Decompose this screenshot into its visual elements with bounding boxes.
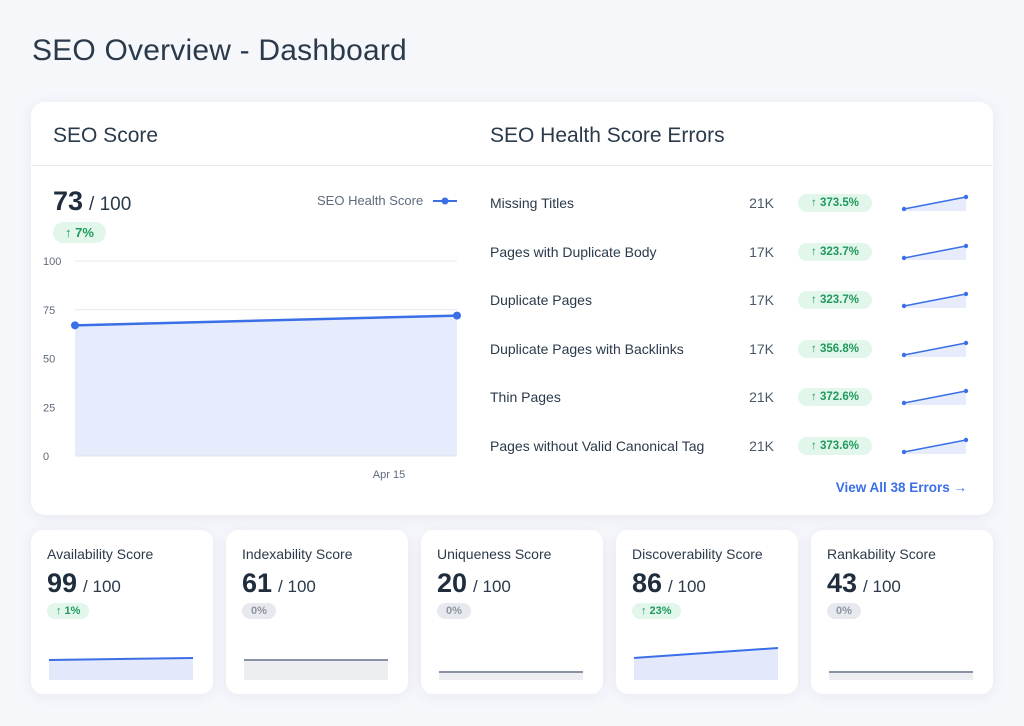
error-row[interactable]: Pages without Valid Canonical Tag 21K ↑ 37… <box>490 436 970 456</box>
score-number: 73 <box>53 186 84 216</box>
page-title: SEO Overview - Dashboard <box>32 34 407 67</box>
error-change-badge: ↑ 323.7% <box>798 291 872 309</box>
error-name: Duplicate Pages <box>490 292 592 308</box>
score-card-change-badge: 0% <box>242 603 276 619</box>
score-card-max: / 100 <box>83 577 121 596</box>
trend-area <box>244 660 388 680</box>
trend-area <box>49 658 193 680</box>
x-tick-label: Apr 15 <box>373 469 405 481</box>
trend-area <box>439 672 583 680</box>
score-card-number: 61 <box>242 568 273 598</box>
chart-legend: SEO Health Score <box>317 193 458 208</box>
score-card-value: 99 / 100 <box>47 568 121 599</box>
score-card-trend-chart <box>244 659 388 680</box>
score-card-value: 86 / 100 <box>632 568 706 599</box>
trend-line <box>49 657 193 661</box>
error-sparkline <box>901 194 969 212</box>
y-tick-label: 100 <box>43 256 61 268</box>
seo-score-title: SEO Score <box>53 124 159 147</box>
series-line <box>74 314 458 327</box>
error-sparkline <box>901 243 969 260</box>
error-count: 21K <box>749 195 774 211</box>
score-card-trend-chart <box>829 671 973 680</box>
score-card[interactable]: Indexability Score 61 / 100 0% <box>226 530 408 694</box>
error-count: 21K <box>749 437 774 454</box>
error-count: 21K <box>749 389 774 405</box>
error-count: 17K <box>749 292 774 308</box>
score-card-trend-chart <box>634 647 778 680</box>
error-row[interactable]: Missing Titles 21K ↑ 373.5% <box>490 193 970 213</box>
error-row[interactable]: Duplicate Pages with Backlinks 17K ↑ 356.8… <box>490 339 970 359</box>
score-card-label: Uniqueness Score <box>437 546 552 562</box>
score-card-label: Availability Score <box>47 546 154 562</box>
error-name: Thin Pages <box>490 389 561 405</box>
score-card-label: Discoverability Score <box>632 546 763 562</box>
error-sparkline <box>901 291 969 309</box>
score-card-number: 20 <box>437 568 468 598</box>
score-card-value: 20 / 100 <box>437 568 511 599</box>
error-change-badge: ↑ 323.7% <box>798 242 872 261</box>
score-change-badge: ↑ 7% <box>53 222 106 243</box>
score-card-value: 61 / 100 <box>242 568 316 599</box>
score-card-value: 43 / 100 <box>827 568 901 599</box>
error-name: Duplicate Pages with Backlinks <box>490 340 684 357</box>
score-max: / 100 <box>89 194 132 215</box>
score-card-number: 99 <box>47 568 78 598</box>
error-change-badge: ↑ 372.6% <box>798 388 872 406</box>
score-card-max: / 100 <box>278 577 316 596</box>
error-sparkline <box>901 437 969 454</box>
error-row[interactable]: Thin Pages 21K ↑ 372.6% <box>490 387 970 407</box>
error-name: Pages with Duplicate Body <box>490 243 657 260</box>
trend-line <box>634 647 778 659</box>
error-change-badge: ↑ 373.5% <box>798 194 872 212</box>
errors-title: SEO Health Score Errors <box>490 124 725 147</box>
error-sparkline <box>901 388 969 406</box>
seo-score-chart: 100 75 50 25 0 Apr 15 <box>43 256 461 481</box>
score-card[interactable]: Availability Score 99 / 100 ↑ 1% <box>31 530 213 694</box>
score-card-max: / 100 <box>668 577 706 596</box>
score-card[interactable]: Rankability Score 43 / 100 0% <box>811 530 993 694</box>
y-tick-label: 25 <box>43 402 55 414</box>
series-area <box>75 315 457 456</box>
score-card[interactable]: Discoverability Score 86 / 100 ↑ 23% <box>616 530 798 694</box>
trend-area <box>829 672 973 680</box>
score-card-trend-chart <box>439 671 583 680</box>
score-card-max: / 100 <box>863 577 901 596</box>
error-change-badge: ↑ 356.8% <box>798 339 872 358</box>
data-point[interactable] <box>453 311 461 320</box>
score-card-number: 86 <box>632 568 663 598</box>
error-row[interactable]: Pages with Duplicate Body 17K ↑ 323.7% <box>490 242 970 262</box>
error-sparkline <box>901 340 969 357</box>
seo-score-value: 73 / 100 <box>53 186 131 217</box>
score-card[interactable]: Uniqueness Score 20 / 100 0% <box>421 530 603 694</box>
score-card-trend-chart <box>49 657 193 680</box>
score-card-change-badge: 0% <box>437 603 471 619</box>
seo-overview-card: SEO Score SEO Health Score Errors 73 / 1… <box>31 102 993 515</box>
legend-line-icon <box>433 197 458 204</box>
score-card-label: Indexability Score <box>242 546 353 562</box>
y-tick-label: 0 <box>43 451 49 463</box>
y-tick-label: 50 <box>43 354 55 366</box>
legend-label: SEO Health Score <box>317 193 424 208</box>
error-name: Pages without Valid Canonical Tag <box>490 437 705 454</box>
header-divider <box>31 165 993 166</box>
error-name: Missing Titles <box>490 195 575 211</box>
score-card-max: / 100 <box>473 577 511 596</box>
score-card-number: 43 <box>827 568 858 598</box>
view-all-errors-link[interactable]: View All 38 Errors → <box>835 480 967 495</box>
score-card-change-badge: 0% <box>827 603 861 619</box>
error-count: 17K <box>749 340 774 357</box>
score-card-change-badge: ↑ 23% <box>632 603 681 619</box>
y-tick-label: 75 <box>43 305 55 317</box>
error-count: 17K <box>749 243 774 260</box>
score-card-change-badge: ↑ 1% <box>47 603 90 619</box>
data-point[interactable] <box>71 321 79 330</box>
error-row[interactable]: Duplicate Pages 17K ↑ 323.7% <box>490 290 970 310</box>
score-card-label: Rankability Score <box>827 546 936 562</box>
error-change-badge: ↑ 373.6% <box>798 436 872 455</box>
